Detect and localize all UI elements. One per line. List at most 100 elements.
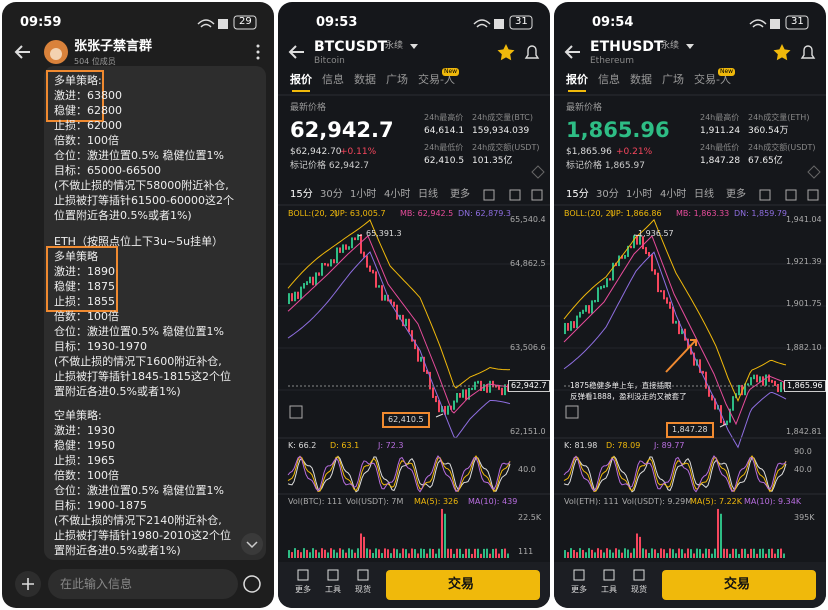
volume-bar — [678, 548, 680, 558]
message-line: 激进：1890 — [54, 265, 115, 278]
mark-price: 标记价格 1,865.97 — [566, 161, 645, 171]
tab[interactable]: 信息 — [322, 73, 344, 86]
volume-bar — [288, 550, 290, 558]
volume-bar — [486, 548, 488, 558]
annotation-line — [719, 423, 727, 428]
highlight-box — [46, 70, 104, 122]
interval[interactable]: 日线 — [694, 189, 714, 200]
new-badge: New — [718, 68, 736, 76]
candle — [303, 283, 305, 289]
candle — [654, 269, 656, 275]
interval[interactable]: 15分 — [566, 189, 589, 200]
interval[interactable]: 1小时 — [626, 189, 653, 200]
interval[interactable]: 15分 — [290, 189, 313, 200]
volume-bar — [384, 548, 386, 558]
stat-value: 360.54万 — [748, 126, 789, 136]
nav-label[interactable]: 现货 — [355, 585, 371, 594]
vol-axis-label: 395K — [794, 513, 815, 522]
interval[interactable]: 4小时 — [384, 189, 411, 200]
tab[interactable]: 交易-人 — [418, 73, 455, 86]
boll-upper — [563, 218, 787, 402]
vol-value: Vol(ETH): 111 — [564, 497, 619, 506]
volume-bar — [720, 513, 722, 558]
volume-bar — [756, 553, 758, 558]
volume-bar — [300, 552, 302, 558]
nav-label[interactable]: 工具 — [601, 585, 617, 594]
nav-label[interactable]: 更多 — [571, 585, 587, 594]
interval[interactable]: 更多 — [450, 189, 470, 200]
candle — [363, 251, 365, 258]
volume-bar — [696, 548, 698, 558]
new-badge: New — [442, 68, 460, 76]
stat-value: 101.35亿 — [472, 156, 513, 166]
candle — [447, 405, 449, 415]
tab[interactable]: 报价 — [290, 73, 312, 86]
trade-button-label[interactable]: 交易 — [448, 577, 475, 592]
candle — [603, 285, 605, 289]
candle — [663, 290, 665, 300]
candle — [351, 237, 353, 249]
candle — [600, 286, 602, 290]
volume-bar — [297, 549, 299, 558]
nav-icon — [573, 569, 585, 581]
interval[interactable]: 30分 — [596, 189, 619, 200]
volume-bar — [348, 548, 350, 558]
signal-icon — [770, 19, 780, 29]
boll-lower — [287, 251, 511, 439]
candle — [567, 322, 569, 331]
candle — [645, 247, 647, 255]
volume-bar — [354, 552, 356, 558]
highlight-box — [46, 246, 118, 312]
volume-bar — [729, 553, 731, 558]
tab[interactable]: 广场 — [662, 73, 684, 86]
emoji-icon — [243, 575, 261, 593]
tab[interactable]: 数据 — [630, 73, 652, 86]
candle — [381, 285, 383, 301]
candle — [432, 387, 434, 398]
tab[interactable]: 交易-人 — [694, 73, 731, 86]
nav-label[interactable]: 现货 — [631, 585, 647, 594]
candle — [396, 304, 398, 320]
favorite-star — [773, 44, 791, 61]
candle — [630, 245, 632, 249]
candle — [642, 236, 644, 250]
nav-label[interactable]: 更多 — [295, 585, 311, 594]
volume-bar — [399, 553, 401, 558]
candle — [498, 385, 500, 390]
interval[interactable]: 4小时 — [660, 189, 687, 200]
candle — [738, 384, 740, 396]
candle — [462, 389, 464, 398]
volume-bar — [441, 508, 443, 558]
input-placeholder[interactable]: 在此输入信息 — [60, 577, 133, 591]
candle — [765, 374, 767, 386]
volume-bar — [492, 548, 494, 558]
tab[interactable]: 数据 — [354, 73, 376, 86]
tab[interactable]: 报价 — [566, 73, 588, 86]
tab[interactable]: 广场 — [386, 73, 408, 86]
candle — [390, 299, 392, 304]
wifi-icon — [473, 19, 491, 28]
volume-bar — [753, 548, 755, 558]
tab[interactable]: 信息 — [598, 73, 620, 86]
vol-value: MA(10): 439 — [468, 497, 518, 506]
volume-bar — [693, 553, 695, 558]
candle — [669, 301, 671, 309]
candle — [342, 244, 344, 253]
candle — [693, 352, 695, 366]
kdj-axis-label: 40.0 — [518, 465, 536, 474]
mark-price: 标记价格 62,942.7 — [290, 161, 369, 171]
back-icon — [14, 45, 30, 59]
interval[interactable]: 1小时 — [350, 189, 377, 200]
trade-button — [662, 570, 816, 600]
candle — [747, 383, 749, 386]
nav-label[interactable]: 工具 — [325, 585, 341, 594]
interval[interactable]: 30分 — [320, 189, 343, 200]
trade-button-label[interactable]: 交易 — [724, 577, 751, 592]
interval[interactable]: 更多 — [726, 189, 746, 200]
volume-bar — [315, 549, 317, 558]
boll-value: UP: 1,866.86 — [610, 209, 662, 218]
interval[interactable]: 日线 — [418, 189, 438, 200]
volume-bar — [432, 548, 434, 558]
volume-bar — [465, 548, 467, 558]
candle — [648, 252, 650, 257]
